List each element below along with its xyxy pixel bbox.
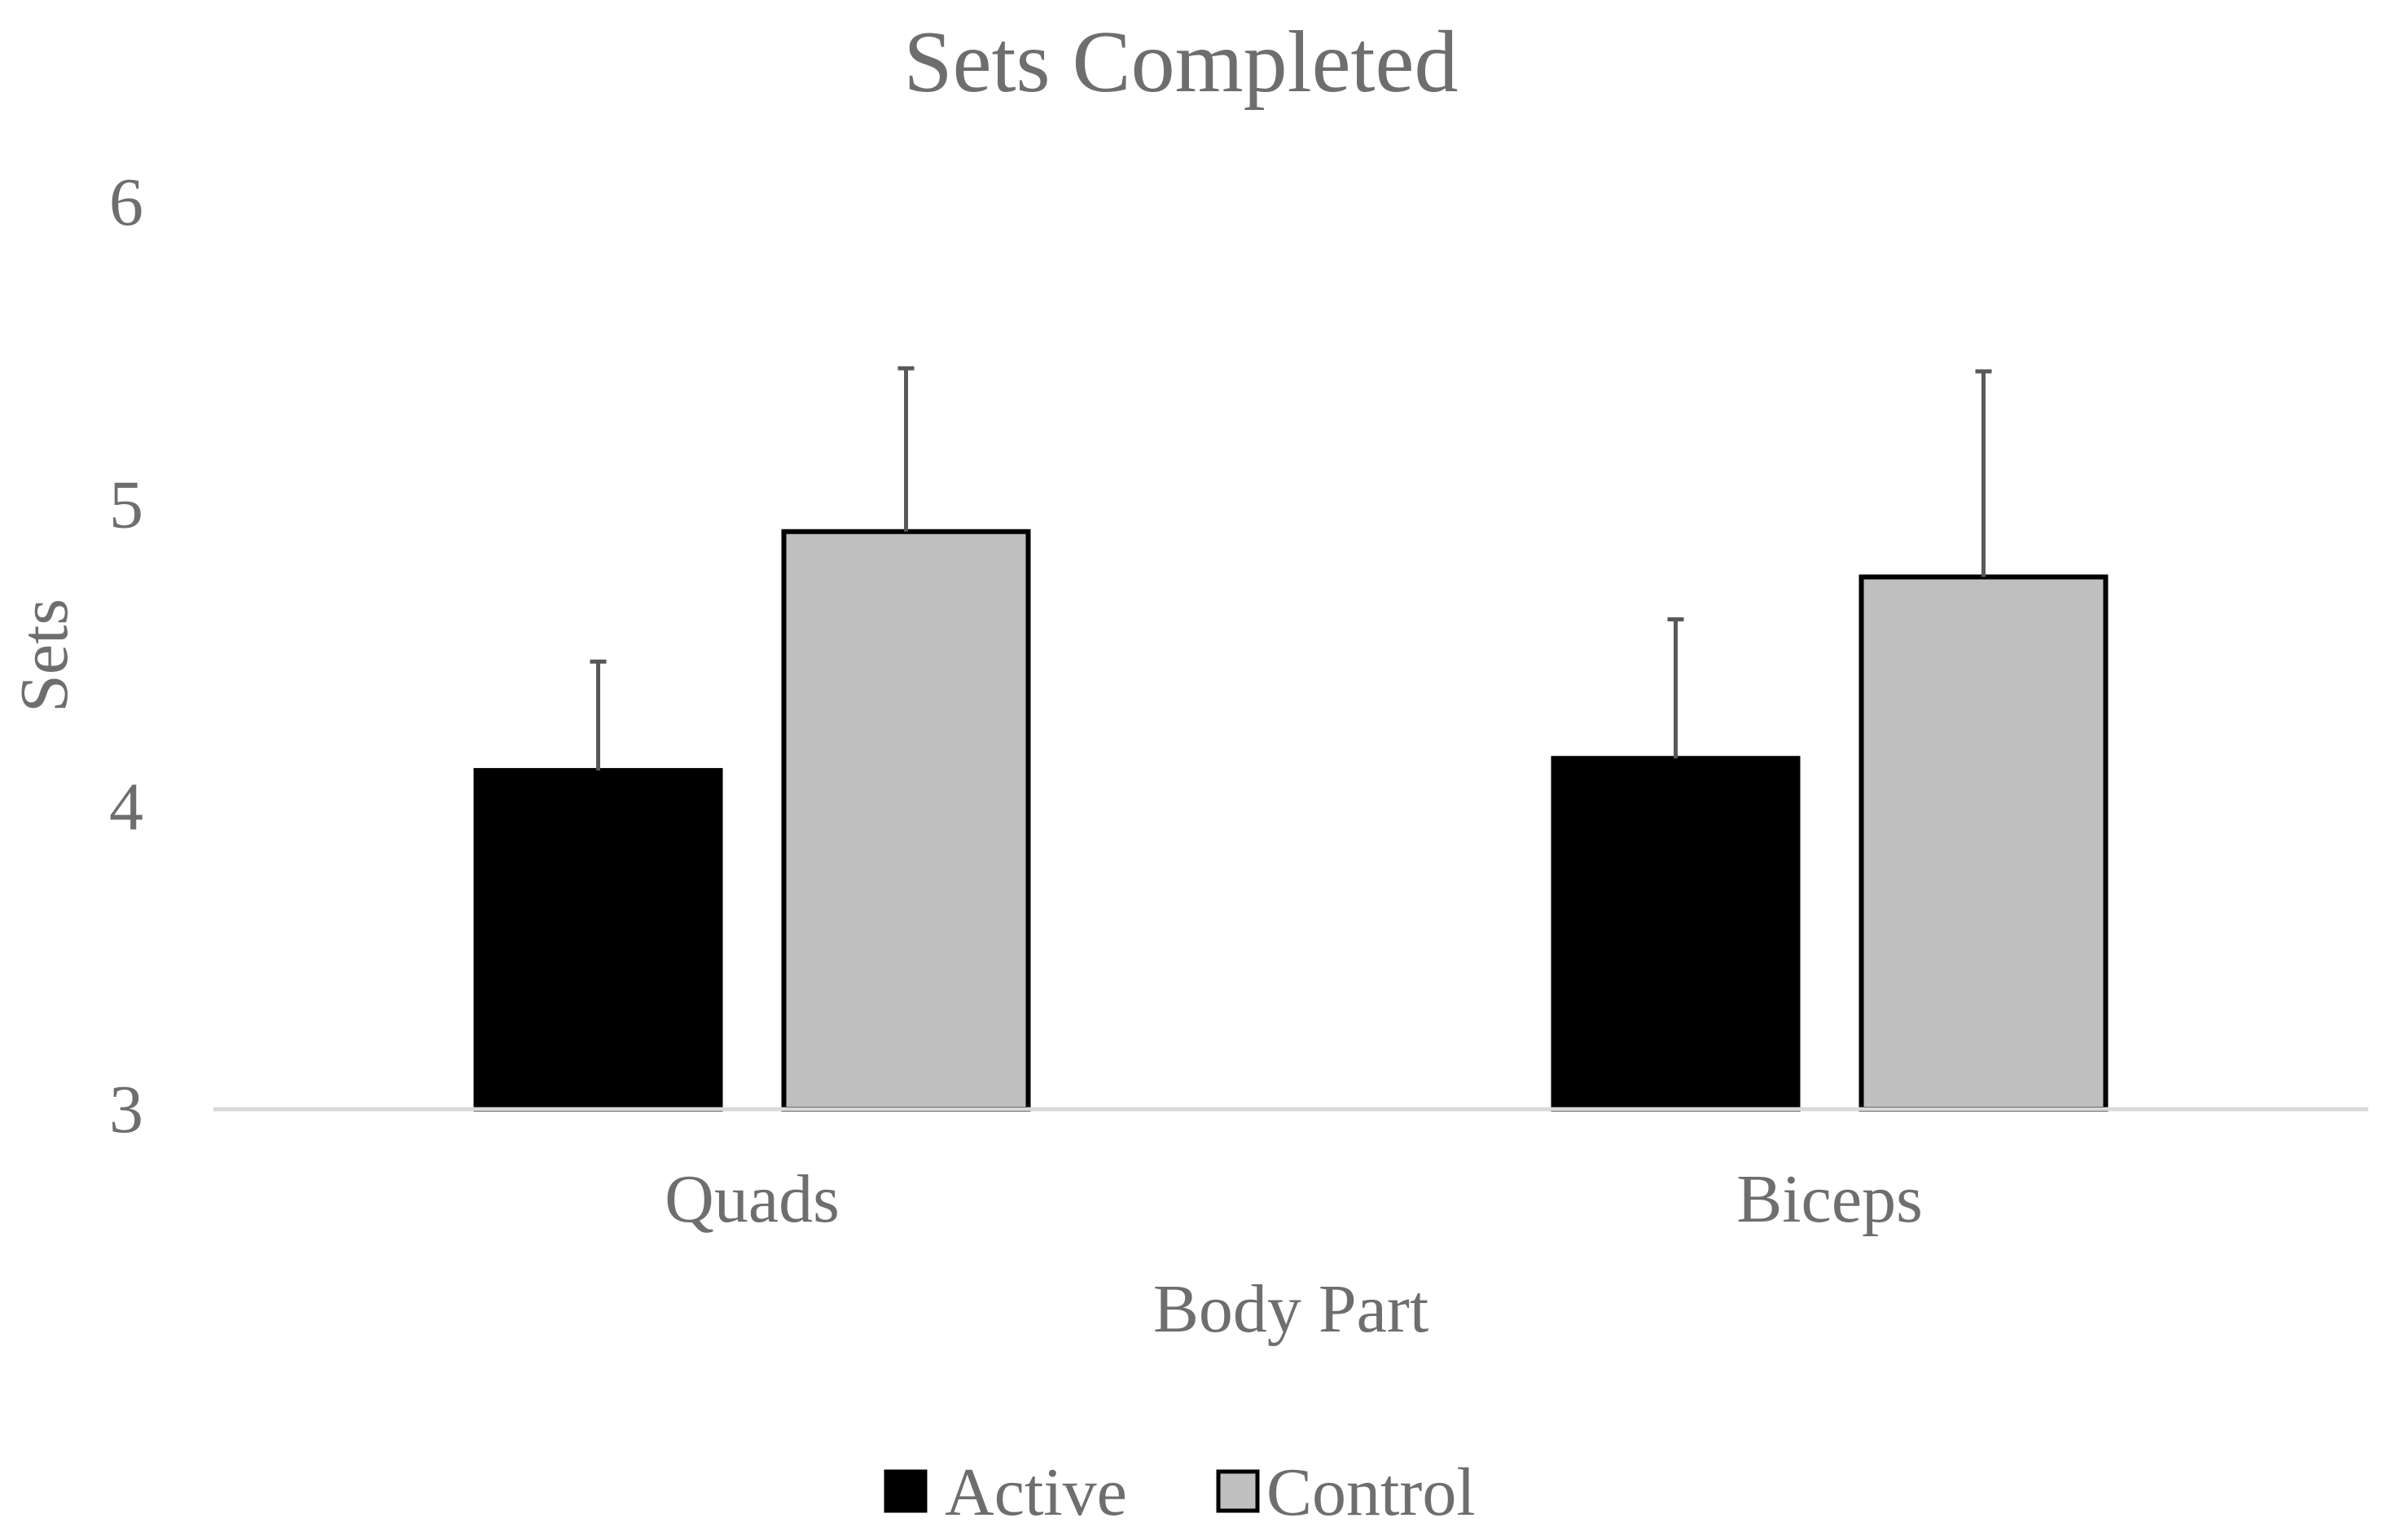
chart-title: Sets Completed xyxy=(904,14,1459,111)
y-tick-labels: 3 4 5 6 xyxy=(109,165,143,1147)
x-axis-title: Body Part xyxy=(1153,1271,1428,1347)
category-label-biceps: Biceps xyxy=(1736,1161,1923,1237)
y-tick-label: 6 xyxy=(109,165,143,240)
bar-active-quads xyxy=(473,768,723,1112)
legend-label-active: Active xyxy=(945,1454,1127,1530)
y-tick-label: 4 xyxy=(109,770,143,845)
y-tick-label: 5 xyxy=(109,467,143,542)
category-label-quads: Quads xyxy=(665,1161,840,1237)
y-tick-label: 3 xyxy=(109,1072,143,1147)
bars xyxy=(473,529,2109,1112)
legend-label-control: Control xyxy=(1266,1454,1476,1530)
legend-swatch-control xyxy=(1216,1469,1260,1513)
category-labels: Quads Biceps xyxy=(665,1161,1923,1237)
legend: Active Control xyxy=(884,1454,1476,1530)
bar-active-biceps xyxy=(1551,756,1801,1112)
legend-swatch-active xyxy=(884,1469,928,1513)
error-bars xyxy=(590,366,1992,771)
bar-control-biceps xyxy=(1858,574,2109,1112)
bar-control-quads xyxy=(781,529,1031,1112)
y-axis-title: Sets xyxy=(7,599,82,713)
